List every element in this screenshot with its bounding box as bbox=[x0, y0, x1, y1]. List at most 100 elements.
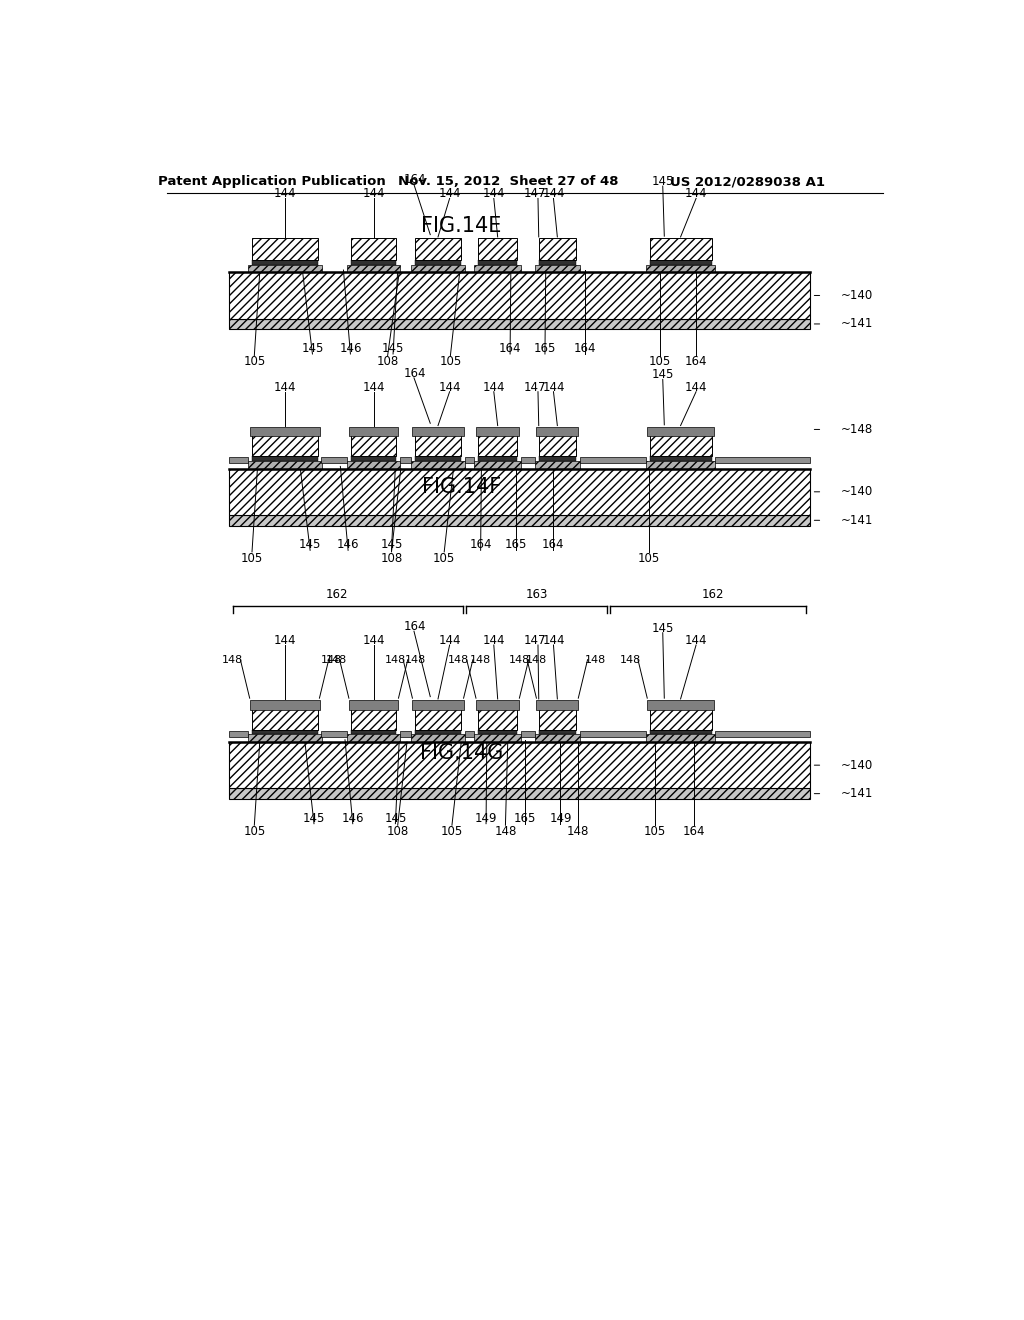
Bar bbox=[252, 260, 317, 264]
Bar bbox=[649, 708, 712, 730]
Bar bbox=[250, 701, 321, 710]
Bar bbox=[351, 708, 396, 730]
Bar bbox=[646, 461, 716, 469]
Text: 144: 144 bbox=[273, 380, 296, 393]
Text: 148: 148 bbox=[449, 655, 470, 665]
Text: 149: 149 bbox=[549, 812, 571, 825]
Bar bbox=[478, 434, 517, 457]
Text: US 2012/0289038 A1: US 2012/0289038 A1 bbox=[671, 176, 825, 187]
Bar bbox=[478, 708, 517, 730]
Text: 164: 164 bbox=[574, 342, 597, 355]
Bar bbox=[539, 708, 575, 730]
Text: 105: 105 bbox=[440, 825, 463, 838]
Text: 164: 164 bbox=[685, 355, 708, 368]
Bar bbox=[539, 457, 575, 461]
Bar bbox=[351, 434, 396, 457]
Text: 148: 148 bbox=[470, 655, 492, 665]
Bar bbox=[321, 457, 347, 463]
Text: 164: 164 bbox=[542, 539, 564, 552]
Text: 105: 105 bbox=[241, 552, 263, 565]
Bar bbox=[646, 734, 716, 742]
Text: 148: 148 bbox=[585, 655, 606, 665]
Bar bbox=[474, 734, 521, 742]
Bar bbox=[535, 461, 580, 469]
Bar bbox=[248, 264, 322, 272]
Text: 105: 105 bbox=[644, 825, 667, 838]
Text: 163: 163 bbox=[525, 589, 548, 602]
Bar bbox=[349, 428, 398, 437]
Text: ~140: ~140 bbox=[841, 486, 873, 499]
Text: 148: 148 bbox=[620, 655, 641, 665]
Bar bbox=[415, 730, 461, 734]
Text: 146: 146 bbox=[339, 342, 361, 355]
Text: 145: 145 bbox=[651, 176, 674, 187]
Bar bbox=[415, 260, 461, 264]
Text: 144: 144 bbox=[685, 634, 708, 647]
Text: 164: 164 bbox=[469, 539, 492, 552]
Bar bbox=[228, 272, 810, 318]
Bar bbox=[351, 239, 396, 260]
Text: 144: 144 bbox=[438, 634, 461, 647]
Bar bbox=[411, 734, 465, 742]
Bar bbox=[647, 428, 714, 437]
Text: 144: 144 bbox=[482, 187, 505, 201]
Text: 164: 164 bbox=[683, 825, 705, 838]
Bar bbox=[716, 730, 810, 737]
Bar bbox=[351, 457, 396, 461]
Bar bbox=[537, 428, 579, 437]
Bar bbox=[351, 260, 396, 264]
Bar bbox=[351, 730, 396, 734]
Text: 147: 147 bbox=[523, 380, 546, 393]
Bar bbox=[415, 434, 461, 457]
Text: 144: 144 bbox=[362, 380, 385, 393]
Text: 105: 105 bbox=[433, 552, 456, 565]
Bar bbox=[478, 730, 517, 734]
Bar bbox=[228, 457, 248, 463]
Text: 144: 144 bbox=[685, 187, 708, 201]
Bar bbox=[347, 264, 400, 272]
Bar bbox=[580, 730, 646, 737]
Bar bbox=[535, 264, 580, 272]
Bar bbox=[400, 457, 411, 463]
Bar bbox=[465, 457, 474, 463]
Bar bbox=[539, 239, 575, 260]
Bar bbox=[252, 730, 317, 734]
Text: 148: 148 bbox=[525, 655, 547, 665]
Text: FIG.14E: FIG.14E bbox=[421, 216, 502, 236]
Text: ~148: ~148 bbox=[841, 422, 873, 436]
Bar bbox=[228, 788, 810, 799]
Text: 164: 164 bbox=[403, 367, 426, 380]
Bar bbox=[647, 701, 714, 710]
Text: 164: 164 bbox=[403, 620, 426, 634]
Text: 108: 108 bbox=[377, 355, 398, 368]
Bar bbox=[539, 434, 575, 457]
Bar bbox=[252, 434, 317, 457]
Text: 148: 148 bbox=[222, 655, 244, 665]
Text: 145: 145 bbox=[380, 539, 402, 552]
Text: 147: 147 bbox=[523, 634, 546, 647]
Bar bbox=[228, 742, 810, 788]
Text: ~141: ~141 bbox=[841, 787, 873, 800]
Text: 108: 108 bbox=[380, 552, 402, 565]
Text: 146: 146 bbox=[341, 812, 364, 825]
Text: 148: 148 bbox=[326, 655, 347, 665]
Text: 145: 145 bbox=[301, 342, 324, 355]
Bar bbox=[349, 701, 398, 710]
Text: 105: 105 bbox=[244, 355, 265, 368]
Bar bbox=[539, 730, 575, 734]
Bar bbox=[248, 734, 322, 742]
Text: 164: 164 bbox=[499, 342, 521, 355]
Text: 146: 146 bbox=[337, 539, 359, 552]
Bar bbox=[411, 264, 465, 272]
Text: FIG.14G: FIG.14G bbox=[420, 743, 503, 763]
Text: 164: 164 bbox=[403, 173, 426, 186]
Bar bbox=[521, 457, 535, 463]
Bar bbox=[413, 428, 464, 437]
Text: 162: 162 bbox=[701, 589, 724, 602]
Text: 105: 105 bbox=[439, 355, 462, 368]
Text: 145: 145 bbox=[299, 539, 322, 552]
Bar bbox=[649, 260, 712, 264]
Text: FIG.14F: FIG.14F bbox=[422, 478, 501, 498]
Text: 145: 145 bbox=[382, 342, 404, 355]
Text: Nov. 15, 2012  Sheet 27 of 48: Nov. 15, 2012 Sheet 27 of 48 bbox=[397, 176, 618, 187]
